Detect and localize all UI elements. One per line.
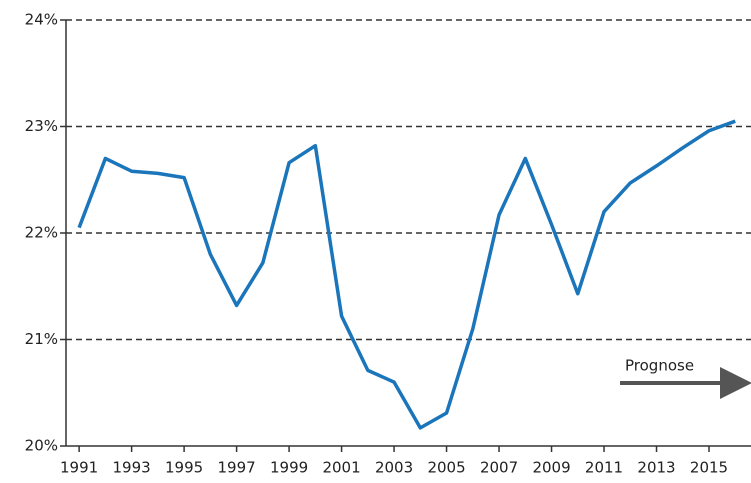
x-tick-label: 2011 [585, 459, 623, 477]
x-tick-label: 2007 [480, 459, 518, 477]
x-tick-label: 1995 [165, 459, 203, 477]
x-tick-label: 1991 [60, 459, 98, 477]
x-tick-label: 2001 [322, 459, 360, 477]
x-tick-label: 2013 [637, 459, 675, 477]
x-tick-label: 2003 [375, 459, 413, 477]
x-tick-label: 1997 [218, 459, 256, 477]
annotation: Prognose [625, 357, 694, 375]
x-tick-label: 1999 [270, 459, 308, 477]
y-tick-label: 20% [25, 437, 58, 455]
x-tick-label: 1993 [113, 459, 151, 477]
x-tick-label: 2015 [690, 459, 728, 477]
y-tick-label: 24% [25, 11, 58, 29]
y-tick-label: 22% [25, 224, 58, 242]
x-tick-label: 2005 [427, 459, 465, 477]
x-tick-label: 2009 [532, 459, 570, 477]
line [77, 119, 736, 430]
y-tick-label: 23% [25, 117, 58, 135]
y-tick-label: 21% [25, 330, 58, 348]
